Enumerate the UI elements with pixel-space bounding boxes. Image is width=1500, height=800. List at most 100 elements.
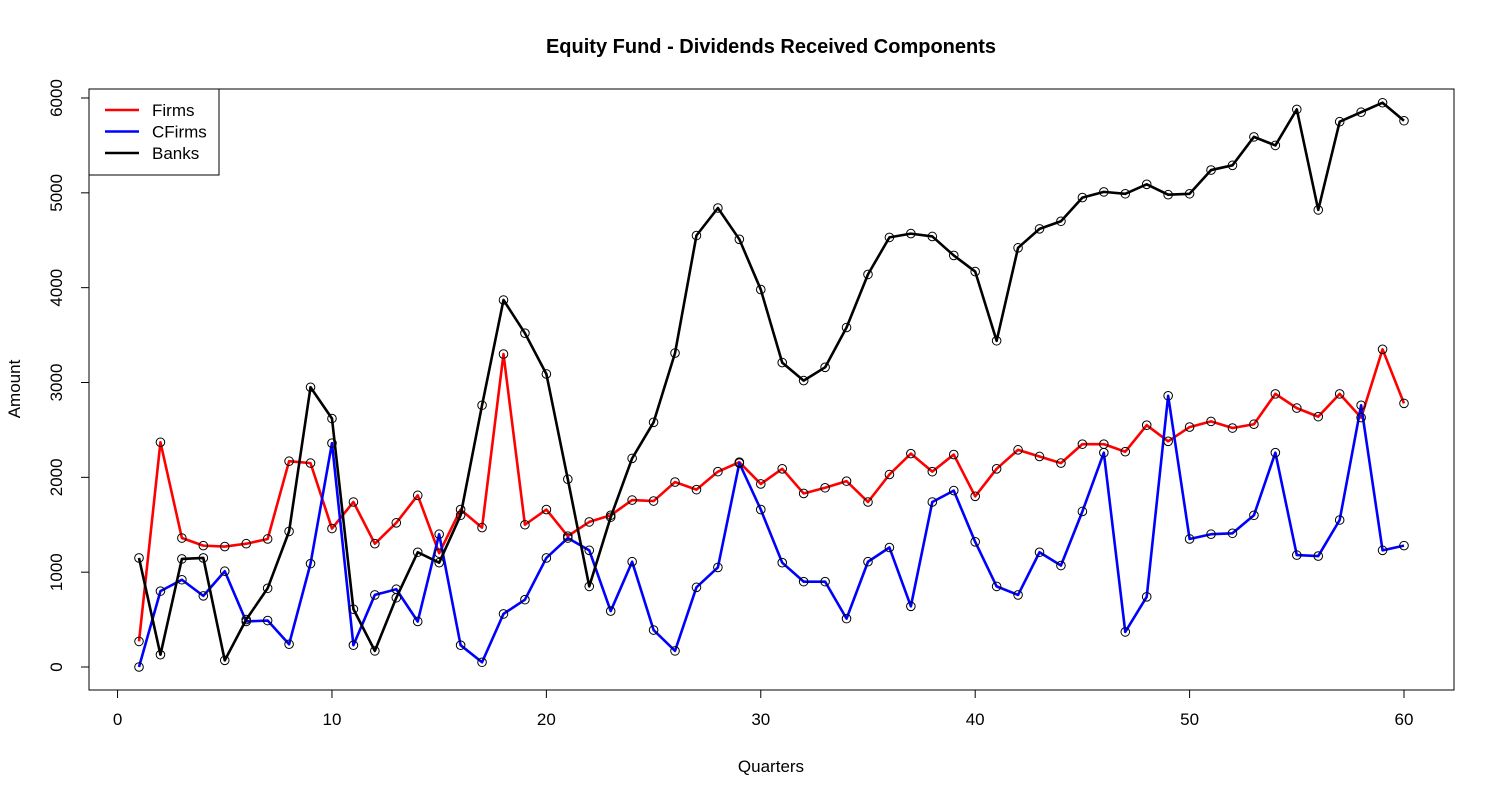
data-point: [648, 625, 659, 635]
data-point: [820, 482, 830, 493]
data-point: [970, 491, 980, 502]
data-point: [1227, 528, 1238, 539]
data-point: [1099, 447, 1109, 458]
data-point: [820, 362, 830, 373]
data-point: [155, 649, 166, 660]
data-point: [1399, 540, 1409, 551]
data-point: [1141, 179, 1152, 190]
y-tick-label: 2000: [47, 458, 66, 496]
x-axis-title: Quarters: [738, 757, 804, 776]
data-point: [177, 533, 187, 543]
data-point: [648, 496, 659, 506]
data-point: [1334, 515, 1345, 525]
data-point: [1206, 529, 1216, 540]
data-point: [1399, 115, 1409, 126]
data-point: [713, 562, 723, 573]
data-point: [1163, 189, 1173, 200]
y-tick-label: 0: [47, 662, 66, 671]
data-point: [1099, 187, 1109, 197]
x-axis: 0 10 20 30 40 50 60: [113, 689, 1414, 729]
data-point: [1056, 458, 1066, 468]
data-point: [1249, 419, 1259, 430]
data-point: [498, 295, 509, 305]
data-point: [991, 335, 1002, 346]
data-point: [670, 477, 680, 487]
data-point: [284, 456, 294, 467]
data-point: [1334, 389, 1345, 399]
data-point: [348, 640, 359, 650]
data-point: [134, 636, 144, 647]
data-point: [198, 553, 209, 563]
x-tick-label: 60: [1395, 710, 1414, 729]
data-point: [1334, 116, 1345, 127]
series-line-banks: [137, 101, 1405, 662]
data-point: [284, 526, 294, 537]
data-point: [305, 458, 316, 468]
data-point: [219, 566, 230, 577]
data-point: [1077, 192, 1088, 203]
data-point: [948, 485, 959, 496]
data-point: [348, 604, 359, 614]
data-point: [198, 591, 209, 601]
legend-item-cfirms: CFirms: [105, 123, 207, 142]
data-point: [1120, 188, 1131, 199]
data-point: [991, 581, 1002, 592]
data-point: [627, 495, 637, 505]
data-point: [412, 547, 423, 558]
data-point: [627, 453, 637, 464]
data-point: [1356, 107, 1366, 118]
data-point: [734, 234, 745, 245]
data-point: [262, 615, 273, 626]
data-point: [1206, 416, 1216, 427]
data-point: [1270, 140, 1281, 151]
legend-label: CFirms: [152, 123, 207, 142]
data-point: [134, 553, 144, 563]
data-point: [755, 479, 766, 489]
data-point: [1034, 547, 1045, 558]
data-point: [1313, 205, 1324, 215]
data-point: [1034, 224, 1045, 234]
data-point: [1227, 160, 1238, 171]
data-point: [1013, 590, 1023, 600]
data-point: [906, 228, 916, 239]
data-point: [584, 517, 595, 527]
data-point: [520, 594, 530, 605]
data-point: [755, 504, 766, 515]
data-point: [1163, 390, 1173, 401]
data-point: [884, 469, 895, 480]
data-point: [520, 328, 530, 338]
data-point: [391, 518, 402, 528]
data-point: [1141, 592, 1152, 602]
legend-item-banks: Banks: [105, 144, 199, 163]
data-point: [755, 284, 766, 295]
data-point: [863, 269, 873, 280]
data-point: [841, 476, 852, 486]
data-point: [327, 438, 337, 448]
data-point: [584, 545, 595, 556]
data-point: [1120, 446, 1131, 457]
data-point: [370, 646, 380, 656]
data-point: [541, 369, 552, 379]
data-point: [1034, 451, 1045, 462]
data-point: [1056, 560, 1066, 571]
x-tick-label: 10: [323, 710, 342, 729]
data-point: [1377, 344, 1388, 355]
data-point: [1013, 243, 1023, 253]
data-point: [1313, 411, 1324, 422]
data-point: [863, 556, 873, 567]
data-point: [1077, 506, 1088, 517]
data-point: [713, 466, 723, 477]
data-point: [262, 534, 273, 544]
plot-frame: [88, 88, 1455, 691]
data-point: [906, 448, 916, 459]
data-point: [520, 519, 530, 530]
data-point: [884, 232, 895, 243]
data-point: [563, 533, 573, 543]
y-tick-label: 4000: [47, 269, 66, 307]
legend-label: Firms: [152, 101, 194, 120]
data-point: [391, 592, 402, 603]
y-axis-title: Amount: [5, 359, 24, 418]
data-point: [1356, 412, 1366, 423]
series-layer: [134, 97, 1409, 672]
data-point: [798, 576, 809, 587]
